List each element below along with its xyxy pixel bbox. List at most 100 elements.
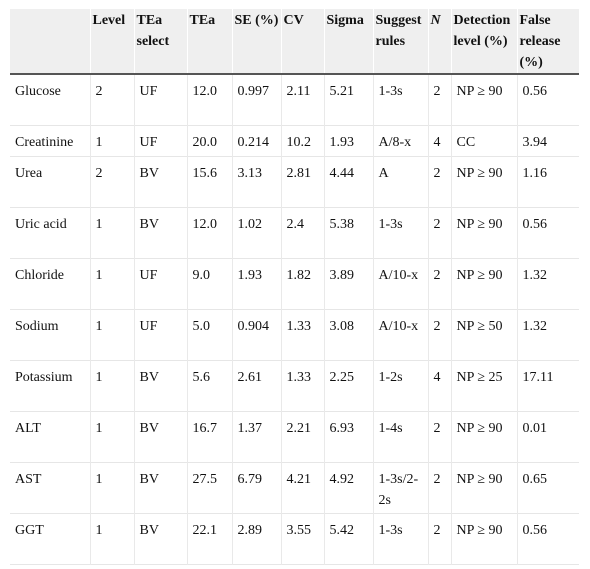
header-analyte (10, 9, 91, 75)
cell-analyte: Potassium (10, 360, 91, 411)
cell-level: 1 (90, 125, 135, 156)
cell-se: 1.37 (232, 411, 282, 462)
cell-cv: 2.21 (281, 411, 325, 462)
cell-false-release: 1.16 (522, 165, 548, 181)
cell-se: 0.214 (232, 125, 282, 156)
cell-detection: NP ≥ 90 (451, 411, 518, 462)
header-false-release: False release (%) (517, 9, 579, 75)
cell-level: 1 (90, 513, 135, 564)
cell-false-release: 17.11 (522, 369, 554, 385)
table-row: ALT 1 BV 16.7 1.37 2.21 6.93 1-4s 2 NP ≥… (10, 411, 579, 462)
cell-analyte: AST (10, 462, 91, 513)
cell-cv: 10.2 (281, 125, 325, 156)
header-sigma: Sigma (324, 9, 374, 75)
cell-detection: NP ≥ 90 (451, 74, 518, 125)
cell-sigma: 3.89 (324, 258, 374, 309)
cell-level: 1 (90, 258, 135, 309)
cell-detection: NP ≥ 90 (451, 207, 518, 258)
table-row: Potassium 1 BV 5.6 2.61 1.33 2.25 1-2s 4… (10, 360, 579, 411)
cell-n: 2 (428, 258, 452, 309)
cell-level: 1 (90, 411, 135, 462)
cell-detection: NP ≥ 90 (451, 462, 518, 513)
cell-tea: 22.1 (187, 513, 233, 564)
cell-sigma: 3.08 (324, 309, 374, 360)
header-suggest-rules: Suggest rules (373, 9, 429, 75)
cell-analyte: Sodium (10, 309, 91, 360)
cell-cv: 2.11 (281, 74, 325, 125)
cell-false-release: 0.56 (522, 84, 548, 99)
cell-tea: 12.0 (187, 74, 233, 125)
cell-analyte: Urea (10, 156, 91, 207)
cell-se: 6.79 (232, 462, 282, 513)
cell-tea-select: UF (134, 125, 188, 156)
cell-rules: 1-2s (373, 360, 429, 411)
cell-se: 0.997 (232, 74, 282, 125)
cell-sigma: 5.42 (324, 513, 374, 564)
header-se: SE (%) (232, 9, 282, 75)
cell-detection: NP ≥ 90 (451, 156, 518, 207)
cell-cv: 1.82 (281, 258, 325, 309)
cell-se: 0.904 (232, 309, 282, 360)
header-tea: TEa (187, 9, 233, 75)
table-row: Urea 2 BV 15.6 3.13 2.81 4.44 A 2 NP ≥ 9… (10, 156, 579, 207)
cell-tea-select: BV (134, 360, 188, 411)
header-n: N (428, 9, 452, 75)
cell-rules: 1-3s (373, 207, 429, 258)
cell-rules: A/10-x (373, 258, 429, 309)
cell-se: 1.02 (232, 207, 282, 258)
cell-analyte: Chloride (10, 258, 91, 309)
cell-detection: NP ≥ 25 (451, 360, 518, 411)
cell-rules: A (373, 156, 429, 207)
cell-level: 1 (90, 309, 135, 360)
cell-level: 2 (90, 74, 135, 125)
cell-tea-select: BV (134, 156, 188, 207)
cell-tea-select: BV (134, 462, 188, 513)
cell-detection: NP ≥ 90 (451, 258, 518, 309)
cell-n: 2 (428, 74, 452, 125)
qc-rules-table: Level TEa select TEa SE (%) CV Sigma Sug… (10, 9, 579, 565)
header-tea-select: TEa select (134, 9, 188, 75)
cell-n: 2 (428, 462, 452, 513)
cell-false-release: 3.94 (522, 134, 548, 150)
cell-detection: NP ≥ 90 (451, 513, 518, 564)
cell-cv: 1.33 (281, 309, 325, 360)
cell-n: 2 (428, 156, 452, 207)
cell-false-release: 0.65 (522, 471, 548, 487)
cell-rules: 1-3s (373, 513, 429, 564)
cell-level: 1 (90, 360, 135, 411)
cell-tea: 12.0 (187, 207, 233, 258)
header-level: Level (90, 9, 135, 75)
cell-tea-select: BV (134, 207, 188, 258)
cell-rules: 1-3s/2-2s (373, 462, 429, 513)
cell-analyte: Creatinine (10, 125, 91, 156)
cell-sigma: 2.25 (324, 360, 374, 411)
cell-level: 1 (90, 207, 135, 258)
cell-se: 1.93 (232, 258, 282, 309)
cell-false-release: 1.32 (522, 318, 548, 334)
cell-cv: 2.81 (281, 156, 325, 207)
cell-false-release: 1.32 (522, 267, 548, 283)
cell-n: 4 (428, 125, 452, 156)
cell-tea: 27.5 (187, 462, 233, 513)
cell-tea: 5.0 (187, 309, 233, 360)
cell-rules: A/10-x (373, 309, 429, 360)
cell-cv: 4.21 (281, 462, 325, 513)
cell-tea: 9.0 (187, 258, 233, 309)
table-body: Glucose 2 UF 12.0 0.997 2.11 5.21 1-3s 2… (10, 74, 579, 564)
cell-tea: 20.0 (187, 125, 233, 156)
cell-analyte: Glucose (10, 74, 91, 125)
table-row: Chloride 1 UF 9.0 1.93 1.82 3.89 A/10-x … (10, 258, 579, 309)
cell-tea-select: UF (134, 309, 188, 360)
cell-false-release: 0.56 (522, 522, 548, 538)
cell-analyte: ALT (10, 411, 91, 462)
cell-analyte: Uric acid (10, 207, 91, 258)
table-row: Uric acid 1 BV 12.0 1.02 2.4 5.38 1-3s 2… (10, 207, 579, 258)
table-header: Level TEa select TEa SE (%) CV Sigma Sug… (10, 9, 579, 75)
cell-se: 3.13 (232, 156, 282, 207)
header-row: Level TEa select TEa SE (%) CV Sigma Sug… (10, 9, 579, 75)
cell-cv: 2.4 (281, 207, 325, 258)
cell-tea-select: BV (134, 513, 188, 564)
cell-cv: 3.55 (281, 513, 325, 564)
cell-n: 2 (428, 207, 452, 258)
cell-n: 4 (428, 360, 452, 411)
